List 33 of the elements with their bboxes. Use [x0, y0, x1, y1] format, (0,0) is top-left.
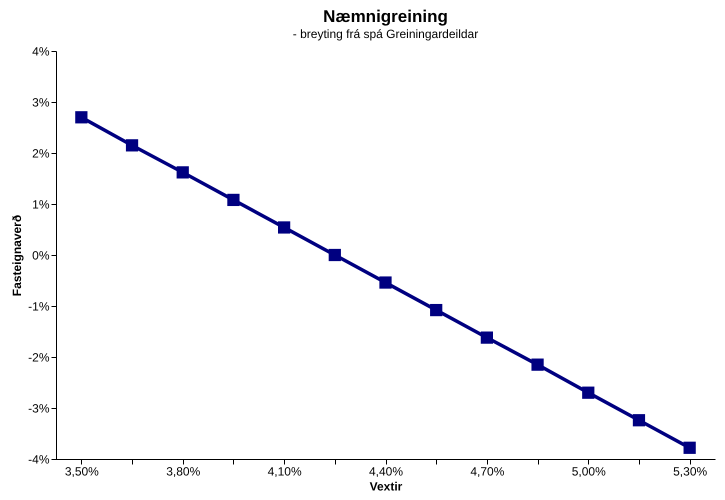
chart-subtitle: - breyting frá spá Greiningardeildar: [292, 27, 478, 41]
y-tick-label: -2%: [28, 350, 50, 364]
x-tick-label: 5,00%: [572, 464, 606, 478]
y-tick-label: 1%: [32, 198, 50, 212]
point: [75, 111, 88, 124]
y-tick-label: 0%: [32, 248, 50, 262]
x-axis-title: Vextir: [370, 480, 403, 494]
x-tick-label: 5,30%: [673, 464, 708, 478]
y-tick-label: 2%: [32, 146, 50, 160]
point: [176, 166, 189, 179]
y-tick-label: -3%: [28, 402, 50, 416]
point: [632, 414, 646, 426]
point: [531, 358, 544, 371]
point: [227, 194, 240, 206]
y-tick-label: -1%: [28, 300, 50, 314]
y-tick-label: 4%: [32, 44, 50, 58]
point: [379, 276, 392, 289]
point: [480, 331, 494, 344]
x-tick-label: 3,50%: [64, 464, 100, 478]
x-tick-label: 4,40%: [368, 464, 404, 478]
y-tick-label: 3%: [32, 96, 50, 110]
y-axis-title: Fasteignaverð: [10, 214, 24, 296]
y-tick-label: -4%: [28, 452, 50, 466]
x-tick-label: 3,80%: [166, 464, 201, 478]
point: [430, 304, 442, 316]
point: [684, 442, 696, 454]
x-tick-label: 4,10%: [268, 464, 302, 478]
x-tick-label: 4,70%: [470, 464, 505, 478]
point: [582, 386, 594, 399]
chart-title: Næmnigreining: [323, 7, 448, 26]
point: [126, 139, 138, 152]
point: [278, 221, 290, 234]
point: [328, 248, 341, 262]
